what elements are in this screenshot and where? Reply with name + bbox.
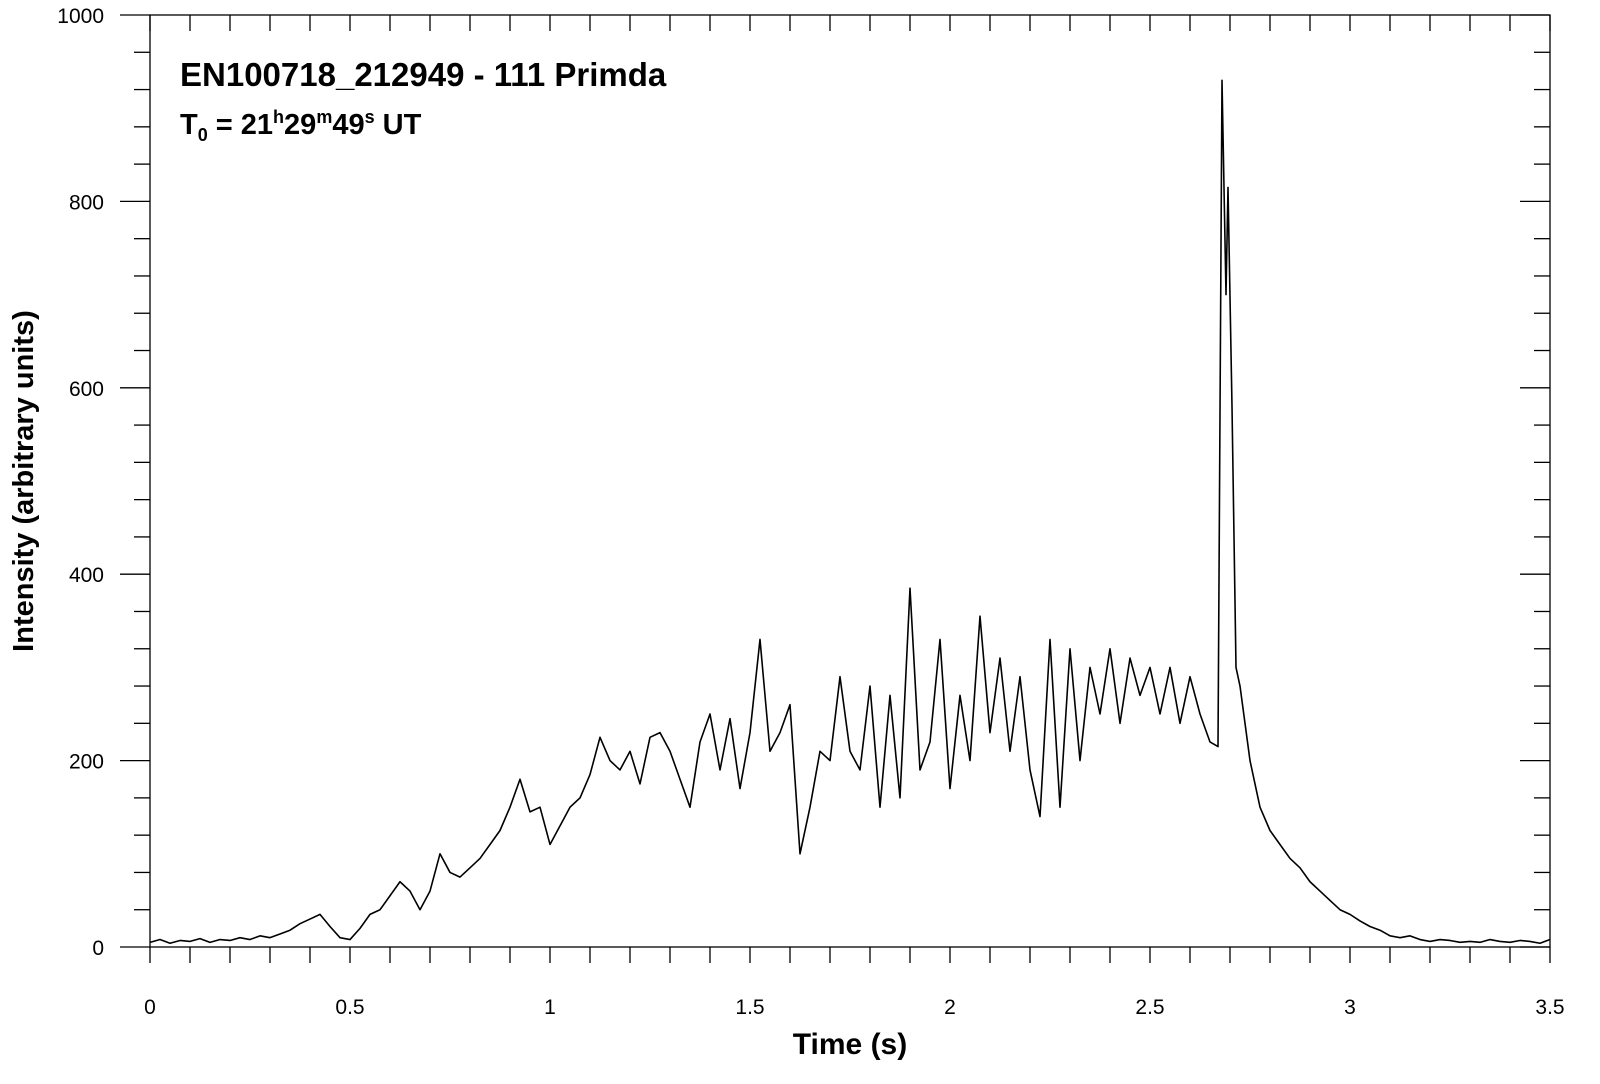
subtitle-part: = 21 bbox=[208, 109, 273, 141]
x-axis-label: Time (s) bbox=[793, 1028, 907, 1061]
y-tick-label: 600 bbox=[69, 378, 104, 401]
x-tick-label: 1.5 bbox=[735, 996, 764, 1019]
x-tick-label: 2.5 bbox=[1135, 996, 1164, 1019]
signal-line bbox=[149, 79, 1551, 945]
subtitle-part: s bbox=[365, 107, 375, 127]
subtitle-part: 29 bbox=[284, 109, 316, 141]
x-tick-label: 1 bbox=[544, 996, 556, 1019]
subtitle-part: h bbox=[273, 107, 284, 127]
plot-frame bbox=[149, 14, 1551, 948]
subtitle-part: 0 bbox=[198, 125, 208, 145]
subtitle-part: m bbox=[316, 107, 332, 127]
y-tick-label: 200 bbox=[69, 751, 104, 774]
y-tick-label: 400 bbox=[69, 564, 104, 587]
y-tick-label: 800 bbox=[69, 191, 104, 214]
x-tick-label: 2 bbox=[944, 996, 956, 1019]
x-tick-label: 0.5 bbox=[335, 996, 364, 1019]
x-tick-label: 0 bbox=[144, 996, 156, 1019]
subtitle-part: T bbox=[180, 109, 198, 141]
y-tick-label: 1000 bbox=[57, 5, 104, 28]
chart-subtitle: T0 = 21h29m49s UT bbox=[180, 107, 422, 145]
x-tick-label: 3 bbox=[1344, 996, 1356, 1019]
y-axis-label: Intensity (arbitrary units) bbox=[8, 310, 40, 652]
subtitle-part: 49 bbox=[332, 109, 364, 141]
subtitle-part: UT bbox=[375, 109, 422, 141]
x-tick-label: 3.5 bbox=[1535, 996, 1564, 1019]
chart-title: EN100718_212949 - 111 Primda bbox=[180, 56, 667, 93]
y-tick-label: 0 bbox=[92, 937, 104, 960]
